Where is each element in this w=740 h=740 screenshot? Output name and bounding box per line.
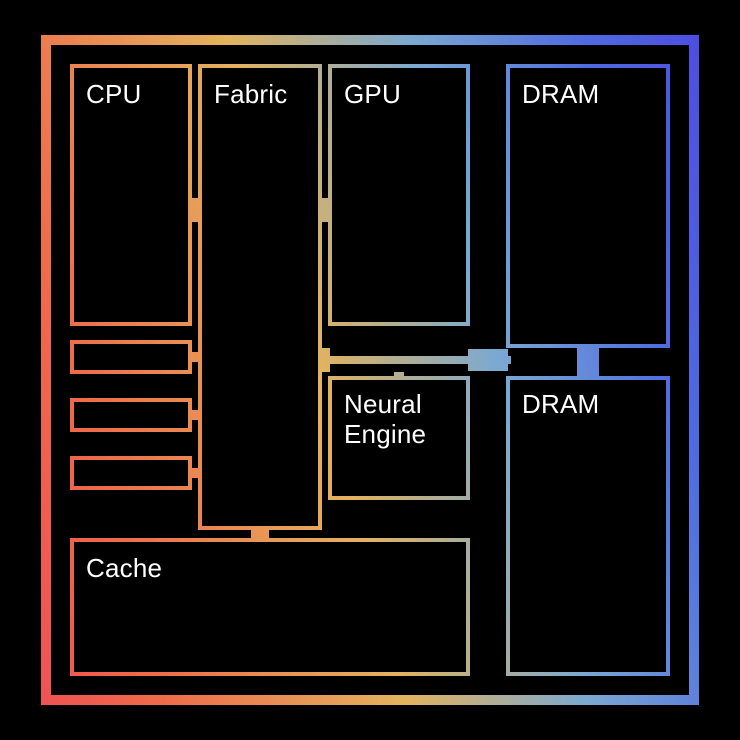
label-dram2: DRAM (522, 390, 599, 420)
label-cpu: CPU (86, 80, 142, 110)
label-gpu: GPU (344, 80, 401, 110)
label-dram1: DRAM (522, 80, 599, 110)
diagram-svg (0, 0, 740, 740)
label-fabric: Fabric (214, 80, 287, 110)
gradient-fill (0, 0, 740, 740)
chip-diagram: CPU Fabric GPU DRAM Neural Engine DRAM Cache (0, 0, 740, 740)
label-cache: Cache (86, 554, 162, 584)
label-neural: Neural Engine (344, 390, 426, 450)
